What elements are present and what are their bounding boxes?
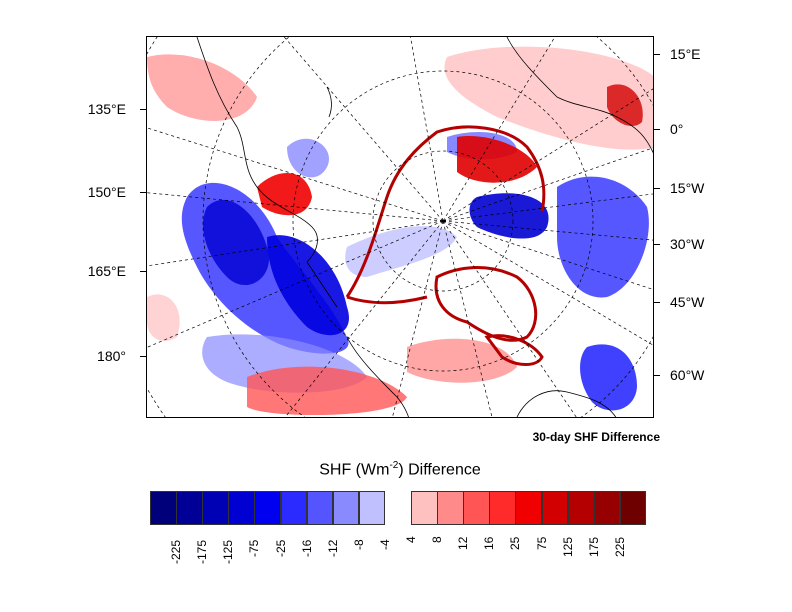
map-panel xyxy=(146,36,654,418)
map-title: 30-day SHF Difference xyxy=(532,430,660,444)
lon-label-45w: 45°W xyxy=(670,294,705,310)
lon-label-15w: 15°W xyxy=(670,180,705,196)
colorbar-title-main: SHF (Wm xyxy=(319,461,390,479)
colorbar xyxy=(150,491,647,527)
colorbar-title-exponent: -2 xyxy=(389,460,399,471)
colorbar-gap xyxy=(384,491,412,525)
colorbar-tick-label: 8 xyxy=(430,536,445,543)
lon-label-15e: 15°E xyxy=(670,46,701,62)
lon-label-0: 0° xyxy=(670,121,684,137)
colorbar-tick-label: -16 xyxy=(299,539,314,557)
colorbar-swatch xyxy=(228,491,255,525)
colorbar-swatch xyxy=(619,491,647,525)
colorbar-swatch xyxy=(567,491,595,525)
graticule xyxy=(147,37,653,417)
colorbar-tick-label: 75 xyxy=(534,536,549,550)
lon-label-165e: 165°E xyxy=(87,263,126,279)
colorbar-title-tail: ) Difference xyxy=(398,461,481,479)
colorbar-tick-label: 12 xyxy=(456,536,471,550)
colorbar-tick-label: -125 xyxy=(221,539,236,564)
colorbar-swatch xyxy=(411,491,438,525)
positive-anomaly-regions xyxy=(147,46,653,416)
colorbar-swatch xyxy=(306,491,334,525)
colorbar-tick-label: -175 xyxy=(195,539,210,564)
colorbar-tick-label: 25 xyxy=(508,536,523,550)
lon-tick xyxy=(654,188,660,189)
lon-label-60w: 60°W xyxy=(670,367,705,383)
coastlines xyxy=(196,37,653,417)
lon-tick xyxy=(654,244,660,245)
colorbar-tick-label: 16 xyxy=(482,536,497,550)
colorbar-swatch xyxy=(593,491,621,525)
colorbar-tick-label: -4 xyxy=(377,539,392,550)
colorbar-swatch xyxy=(332,491,360,525)
colorbar-tick-label: 175 xyxy=(586,536,601,557)
colorbar-swatch xyxy=(489,491,516,525)
lon-tick xyxy=(654,375,660,376)
colorbar-title: SHF (Wm-2) Difference xyxy=(270,460,530,479)
shf-difference-field xyxy=(147,37,653,417)
colorbar-tick-label: 4 xyxy=(404,536,419,543)
colorbar-swatch xyxy=(280,491,308,525)
colorbar-tick-label: -25 xyxy=(273,539,288,557)
colorbar-swatch xyxy=(541,491,569,525)
lon-label-30w: 30°W xyxy=(670,236,705,252)
lon-tick xyxy=(140,271,146,272)
lon-tick xyxy=(654,302,660,303)
lon-tick xyxy=(140,356,146,357)
lon-tick xyxy=(140,109,146,110)
colorbar-tick-label: 225 xyxy=(612,536,627,557)
lon-tick xyxy=(654,54,660,55)
colorbar-swatch xyxy=(358,491,386,525)
colorbar-tick-label: -225 xyxy=(169,539,184,564)
colorbar-swatch xyxy=(202,491,229,525)
colorbar-swatch xyxy=(437,491,464,525)
lon-tick xyxy=(140,192,146,193)
colorbar-swatch xyxy=(176,491,203,525)
colorbar-tick-label: -8 xyxy=(351,539,366,550)
colorbar-tick-label: -12 xyxy=(325,539,340,557)
colorbar-swatch xyxy=(463,491,490,525)
lon-tick xyxy=(654,129,660,130)
colorbar-swatch xyxy=(515,491,543,525)
lon-label-180: 180° xyxy=(97,348,126,364)
colorbar-swatch xyxy=(254,491,281,525)
lon-label-150e: 150°E xyxy=(87,184,126,200)
colorbar-tick-label: -75 xyxy=(247,539,262,557)
lon-label-135e: 135°E xyxy=(87,101,126,117)
colorbar-tick-label: 125 xyxy=(560,536,575,557)
colorbar-swatch xyxy=(150,491,177,525)
